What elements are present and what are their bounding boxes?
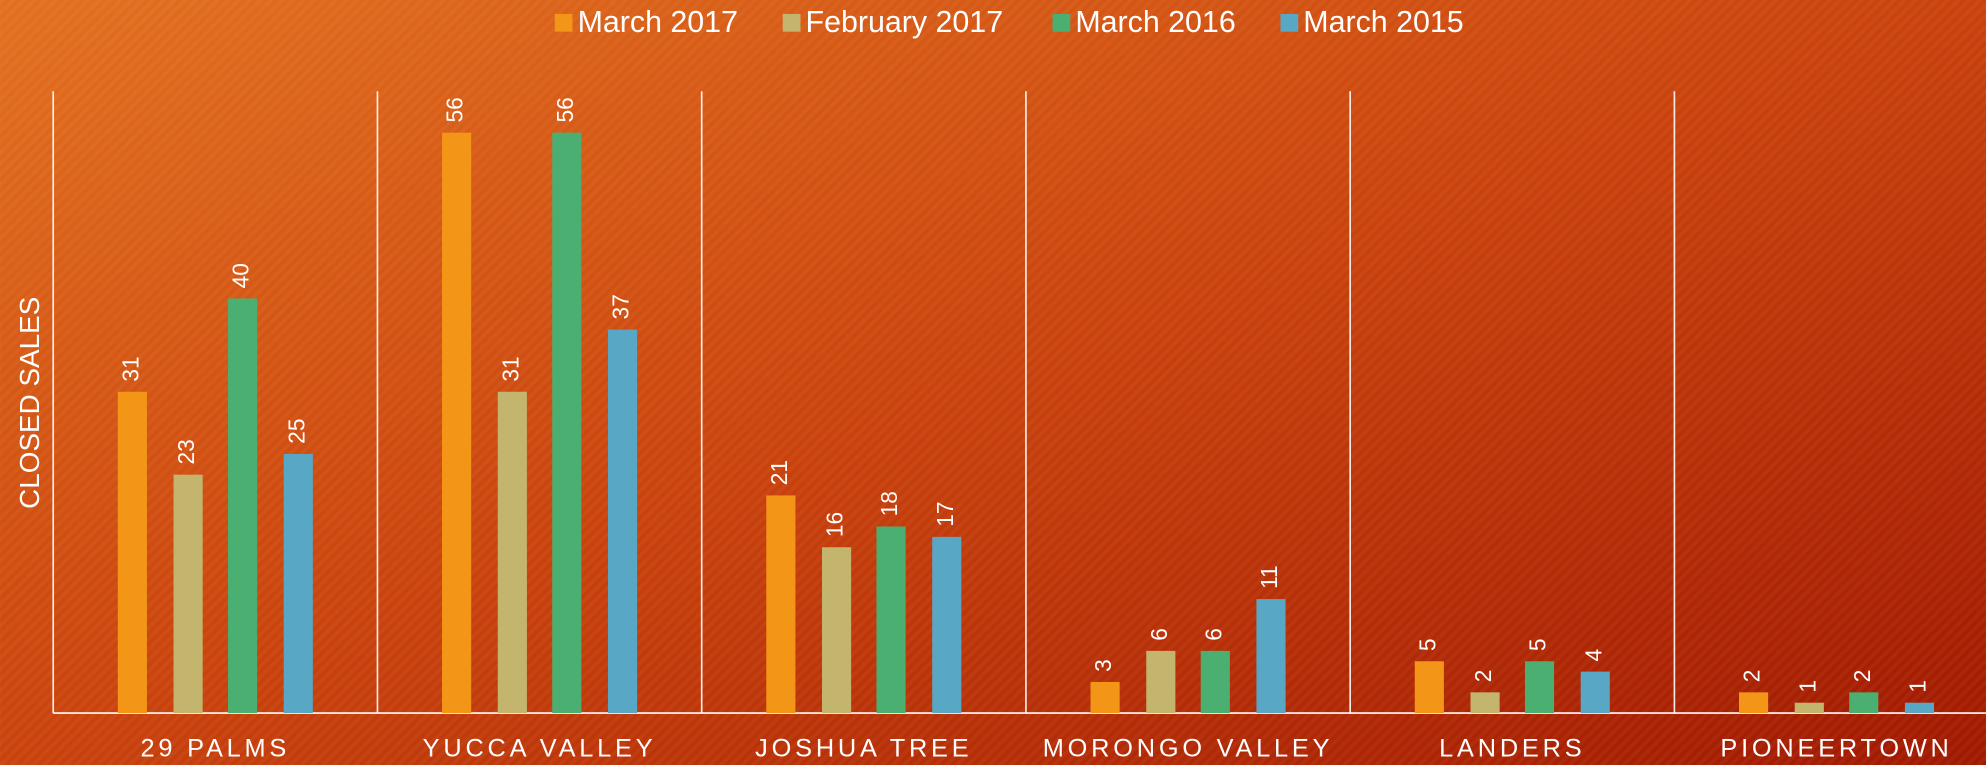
- data-label: 6: [1200, 628, 1226, 641]
- legend-label: March 2016: [1075, 5, 1235, 39]
- data-label: 18: [876, 491, 902, 516]
- bar: [1090, 681, 1120, 714]
- bar: [1739, 692, 1769, 714]
- bar: [1794, 702, 1824, 714]
- bar: [1904, 702, 1935, 714]
- legend-swatch: [1052, 13, 1071, 32]
- bar: [607, 329, 638, 714]
- data-label: 40: [228, 263, 254, 288]
- x-tick-label: LANDERS: [1439, 734, 1585, 762]
- data-label: 2: [1849, 670, 1875, 683]
- bar: [932, 536, 962, 714]
- data-label: 5: [1525, 638, 1551, 651]
- bar: [497, 391, 527, 714]
- data-label: 1: [1905, 680, 1931, 693]
- bar: [1470, 692, 1500, 714]
- data-label: 21: [766, 460, 792, 485]
- data-label: 37: [608, 294, 634, 319]
- bar: [228, 298, 258, 714]
- data-label: 23: [173, 439, 199, 464]
- bar: [1414, 661, 1444, 714]
- data-label: 31: [117, 356, 143, 381]
- data-label: 11: [1256, 565, 1282, 589]
- data-label: 17: [932, 501, 958, 526]
- x-tick-label: 29 PALMS: [141, 734, 291, 762]
- bar: [822, 547, 852, 714]
- x-tick-label: PIONEERTOWN: [1720, 734, 1952, 762]
- bar: [173, 474, 203, 714]
- legend-swatch: [782, 13, 801, 32]
- bar: [876, 526, 906, 714]
- bar: [766, 495, 796, 714]
- bar: [1146, 650, 1176, 714]
- data-label: 4: [1580, 649, 1606, 662]
- data-label: 56: [442, 97, 468, 122]
- bar: [283, 453, 313, 714]
- data-label: 1: [1794, 680, 1820, 693]
- bar: [1524, 661, 1555, 714]
- bar: [1200, 650, 1230, 714]
- bar: [117, 391, 147, 714]
- bar: [1256, 599, 1286, 714]
- data-label: 2: [1739, 670, 1765, 683]
- data-label: 5: [1414, 638, 1440, 651]
- data-label: 25: [283, 418, 309, 443]
- data-label: 16: [822, 512, 848, 537]
- bar: [442, 132, 472, 714]
- legend-swatch: [554, 13, 573, 32]
- data-label: 31: [497, 356, 523, 381]
- legend-swatch: [1280, 13, 1299, 32]
- x-tick-label: MORONGO VALLEY: [1043, 734, 1334, 762]
- bar: [552, 132, 582, 714]
- data-label: 2: [1470, 670, 1496, 683]
- legend-label: March 2017: [578, 5, 738, 39]
- data-label: 3: [1090, 659, 1116, 672]
- legend-label: March 2015: [1303, 5, 1463, 39]
- legend-label: February 2017: [806, 5, 1004, 39]
- data-label: 56: [552, 97, 578, 122]
- bar: [1580, 671, 1610, 714]
- data-label: 6: [1146, 628, 1172, 641]
- bar: [1849, 692, 1879, 714]
- x-tick-label: YUCCA VALLEY: [423, 734, 657, 762]
- x-tick-label: JOSHUA TREE: [755, 734, 972, 762]
- y-axis-label: CLOSED SALES: [14, 297, 45, 509]
